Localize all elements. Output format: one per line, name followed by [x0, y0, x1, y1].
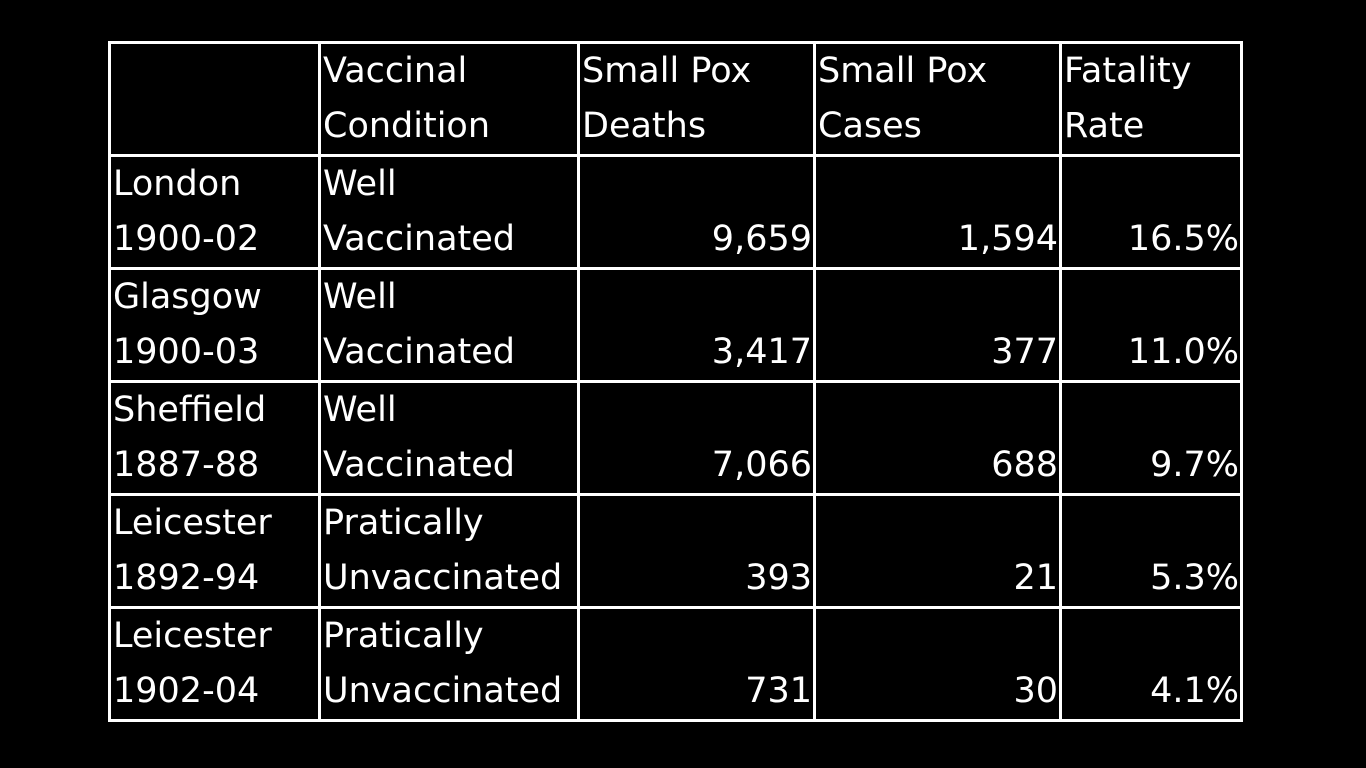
condition-line: Unvaccinated: [323, 671, 563, 711]
header-cell-vaccinal-condition: Vaccinal Condition: [318, 41, 580, 157]
place-name: London: [113, 164, 242, 204]
cases-cell: 377: [813, 267, 1062, 383]
condition-line: Unvaccinated: [323, 558, 563, 598]
place-cell: Glasgow 1900-03: [108, 267, 321, 383]
place-name: Leicester: [113, 503, 272, 543]
place-name: Sheffield: [113, 390, 267, 430]
rate-cell: 16.5%: [1059, 154, 1243, 270]
deaths-cell: 7,066: [577, 380, 816, 496]
deaths-cell: 731: [577, 606, 816, 722]
deaths-cell: 9,659: [577, 154, 816, 270]
condition-line: Pratically: [323, 616, 484, 656]
table-row: Sheffield 1887-88 Well Vaccinated 7,066 …: [108, 380, 1243, 496]
condition-cell: Well Vaccinated: [318, 267, 580, 383]
header-cell-small-pox-cases: Small Pox Cases: [813, 41, 1062, 157]
header-cell-fatality-rate: Fatality Rate: [1059, 41, 1243, 157]
place-years: 1902-04: [113, 671, 260, 711]
place-cell: Sheffield 1887-88: [108, 380, 321, 496]
header-line: Vaccinal: [323, 51, 468, 91]
table-row: Glasgow 1900-03 Well Vaccinated 3,417 37…: [108, 267, 1243, 383]
deaths-cell: 3,417: [577, 267, 816, 383]
condition-line: Vaccinated: [323, 219, 515, 259]
condition-line: Pratically: [323, 503, 484, 543]
rate-cell: 11.0%: [1059, 267, 1243, 383]
rate-cell: 4.1%: [1059, 606, 1243, 722]
condition-cell: Pratically Unvaccinated: [318, 493, 580, 609]
rate-cell: 5.3%: [1059, 493, 1243, 609]
cases-cell: 1,594: [813, 154, 1062, 270]
header-line: Deaths: [582, 106, 707, 146]
rate-cell: 9.7%: [1059, 380, 1243, 496]
table-row: Leicester 1902-04 Pratically Unvaccinate…: [108, 606, 1243, 722]
condition-line: Vaccinated: [323, 445, 515, 485]
table-row: Leicester 1892-94 Pratically Unvaccinate…: [108, 493, 1243, 609]
place-name: Glasgow: [113, 277, 262, 317]
condition-line: Vaccinated: [323, 332, 515, 372]
header-line: Fatality: [1064, 51, 1192, 91]
header-line: Condition: [323, 106, 491, 146]
smallpox-table: Vaccinal Condition Small Pox Deaths Smal…: [108, 41, 1243, 722]
place-years: 1892-94: [113, 558, 260, 598]
header-cell-small-pox-deaths: Small Pox Deaths: [577, 41, 816, 157]
condition-cell: Well Vaccinated: [318, 380, 580, 496]
cases-cell: 30: [813, 606, 1062, 722]
cases-cell: 688: [813, 380, 1062, 496]
condition-cell: Well Vaccinated: [318, 154, 580, 270]
place-years: 1900-02: [113, 219, 260, 259]
header-line: Rate: [1064, 106, 1145, 146]
condition-cell: Pratically Unvaccinated: [318, 606, 580, 722]
header-row: Vaccinal Condition Small Pox Deaths Smal…: [108, 41, 1243, 157]
header-line: Small Pox: [818, 51, 988, 91]
place-name: Leicester: [113, 616, 272, 656]
deaths-cell: 393: [577, 493, 816, 609]
header-line: Cases: [818, 106, 922, 146]
place-cell: Leicester 1902-04: [108, 606, 321, 722]
place-years: 1900-03: [113, 332, 260, 372]
table-row: London 1900-02 Well Vaccinated 9,659 1,5…: [108, 154, 1243, 270]
place-cell: Leicester 1892-94: [108, 493, 321, 609]
header-cell-empty: [108, 41, 321, 157]
header-line: Small Pox: [582, 51, 752, 91]
condition-line: Well: [323, 277, 397, 317]
condition-line: Well: [323, 164, 397, 204]
place-cell: London 1900-02: [108, 154, 321, 270]
cases-cell: 21: [813, 493, 1062, 609]
condition-line: Well: [323, 390, 397, 430]
place-years: 1887-88: [113, 445, 260, 485]
